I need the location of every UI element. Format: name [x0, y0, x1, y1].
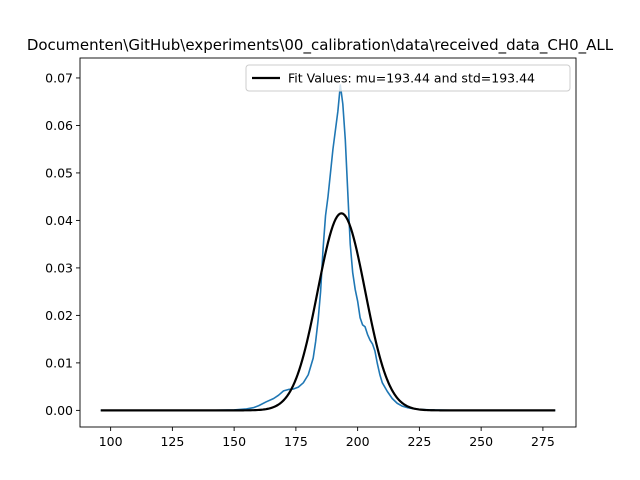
plot-area	[79, 57, 577, 428]
legend-box	[245, 64, 571, 92]
data-line	[100, 84, 556, 412]
x-tick-label: 150	[222, 434, 246, 449]
chart-title: Documenten\GitHub\experiments\00_calibra…	[27, 36, 614, 55]
x-tick-label: 250	[469, 434, 493, 449]
x-tick-label: 225	[407, 434, 431, 449]
x-tick-label: 275	[531, 434, 555, 449]
axes-frame	[79, 57, 577, 428]
y-axis: 0.00 0.01 0.02 0.03 0.04 0.05 0.06 0.07	[45, 70, 80, 418]
legend-label: Fit Values: mu=193.44 and std=193.44	[288, 71, 535, 86]
x-tick-label: 175	[284, 434, 308, 449]
y-tick-label: 0.07	[45, 70, 73, 85]
y-tick-label: 0.01	[45, 355, 73, 370]
y-tick-label: 0.05	[45, 165, 73, 180]
fit-line	[100, 212, 556, 412]
x-axis: 100 125 150 175 200 225 250 275	[99, 427, 555, 449]
y-tick-label: 0.00	[45, 403, 73, 418]
x-tick-label: 125	[160, 434, 184, 449]
x-tick-label: 100	[99, 434, 123, 449]
legend: Fit Values: mu=193.44 and std=193.44	[245, 64, 571, 92]
x-tick-label: 200	[346, 434, 370, 449]
y-tick-label: 0.03	[45, 260, 73, 275]
y-tick-label: 0.06	[45, 118, 73, 133]
y-tick-label: 0.04	[45, 213, 73, 228]
y-tick-label: 0.02	[45, 308, 73, 323]
